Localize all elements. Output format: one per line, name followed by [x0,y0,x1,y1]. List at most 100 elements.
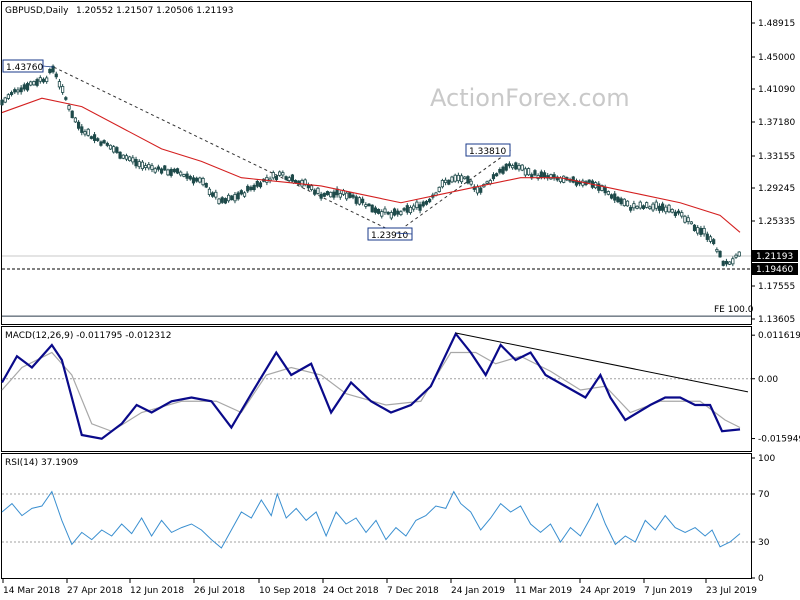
price-panel-frame [1,1,752,325]
candle-body [290,174,295,182]
candle-body [689,221,693,225]
candle-body [16,89,20,93]
candle-body [412,205,416,210]
candle-body [41,78,46,83]
rsi-header: RSI(14) 37.1909 [5,458,78,468]
candle-body [329,191,333,198]
macd-signal-line [1,351,741,432]
candle-body [619,198,623,205]
macd-layer [1,331,751,440]
candle-body [64,97,68,100]
candle-body [466,176,470,184]
price-tick-label: 1.17555 [758,282,795,292]
candle-body [140,161,145,170]
fe-label: FE 100.0 [714,305,754,315]
candle-body [475,186,480,194]
candle-body [555,176,559,181]
candle-body [3,97,7,103]
candle-body [278,171,282,176]
candle-body [137,161,141,168]
candle-body [309,185,314,190]
candle-body [112,146,116,153]
candle-body [418,204,422,211]
price-lines-layer: 1.43760 1.33810 1.23910 FE 100.0 [1,59,754,315]
candle-body [147,163,151,169]
candle-body [645,202,649,208]
candle-body [54,73,58,78]
candle-body [214,191,218,198]
candle-body [9,92,14,95]
candle-body [364,204,368,207]
candle-body [73,117,78,123]
candle-body [220,197,224,203]
rsi-tick-label: 70 [758,490,770,500]
candle-body [495,173,499,177]
candle-body [613,193,617,201]
candle-body [144,165,148,168]
price-header-symbol: GBPUSD,Daily [5,6,69,16]
candle-body [258,182,263,188]
candle-body [721,260,725,266]
candle-body [175,168,180,174]
candle-body [92,134,97,141]
candle-body [405,205,409,213]
candle-body [242,192,247,197]
x-tick-label: 7 Dec 2018 [387,586,439,596]
candle-body [294,180,298,184]
candle-body [204,183,208,188]
candle-body [654,201,658,209]
candle-body [198,177,202,183]
x-tick-label: 24 Oct 2018 [323,586,379,596]
candle-body [338,193,342,198]
candle-body [252,185,256,191]
axes-layer: 1.48915 1.45000 1.41090 1.37180 1.33155 1.292… [2,19,800,596]
candle-body [0,99,4,106]
price-tick-label: 1.41090 [758,85,795,95]
candle-body [705,233,709,240]
annotation-label: 1.43760 [6,63,43,73]
candle-body [128,156,132,162]
candle-body [408,206,413,214]
candle-body [450,176,454,183]
candle-body [622,198,626,207]
price-tick-label: 1.13605 [758,315,795,325]
candle-body [648,206,652,210]
x-tick-label: 11 Mar 2019 [515,586,572,596]
candle-body [686,217,690,222]
candle-body [456,174,460,182]
candle-body [453,174,457,182]
candle-body [702,228,706,235]
price-label-box [752,263,798,275]
candle-body [236,192,240,200]
rsi-tick-label: 0 [758,574,764,584]
candle-body [325,191,330,196]
candle-body [715,249,719,252]
candle-body [96,138,100,141]
candle-body [354,196,358,204]
candle-body [51,65,55,73]
candle-body [249,186,253,191]
x-tick-label: 12 Jun 2018 [130,586,184,596]
candle-body [19,87,23,93]
candle-body [558,177,563,183]
candle-body [562,175,566,183]
candle-body [306,184,310,189]
candle-body [485,181,489,184]
candle-body [606,191,610,195]
candle-body [239,190,243,195]
candle-body [469,180,473,185]
watermark: ActionForex.com [430,84,630,112]
candle-body [661,203,665,211]
price-header-ohlc: 1.20552 1.21507 1.20506 1.21193 [76,6,233,16]
candle-body [680,212,684,217]
candle-body [169,169,173,176]
candle-body [392,208,397,216]
candle-body [115,147,119,153]
candle-body [35,79,39,86]
macd-line [1,331,741,440]
candle-body [632,203,636,209]
candle-body [673,211,677,216]
candle-body [223,198,227,204]
candle-body [657,205,662,211]
